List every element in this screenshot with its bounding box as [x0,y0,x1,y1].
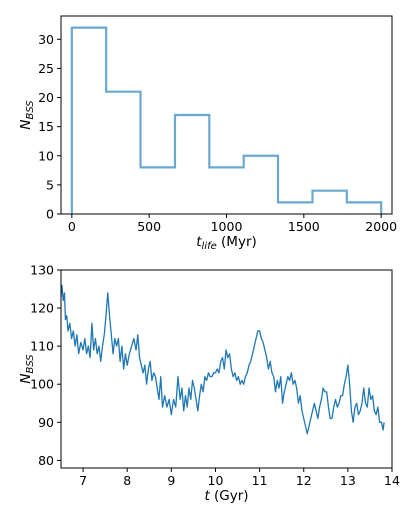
histogram-step-line [70,26,383,214]
plot-frame [60,15,393,215]
y-tick-label: 100 [30,377,54,392]
y-axis-label: NBSS [18,354,36,384]
y-tick-label: 120 [30,301,54,316]
x-axis-label: tlife (Myr) [196,234,257,252]
series-line [60,284,385,435]
y-tick-label: 110 [30,339,54,354]
y-tick-label: 130 [30,263,54,278]
y-tick-label: 90 [38,415,54,430]
x-tick-label: 1000 [211,219,243,234]
x-tick-label: 14 [384,473,400,488]
y-tick-label: 0 [46,207,54,222]
x-tick-label: 2000 [365,219,397,234]
x-tick-label: 0 [68,219,76,234]
x-tick-label: 1500 [288,219,320,234]
y-tick-label: 80 [38,453,54,468]
y-tick-label: 20 [38,90,54,105]
x-tick-label: 500 [137,219,161,234]
y-axis-label: NBSS [18,100,36,130]
x-tick-label: 12 [296,473,312,488]
x-tick-label: 8 [123,473,131,488]
plot-frame [60,269,393,469]
histogram-plot: 0 500 1000 1500 2000 0 5 10 15 20 25 30 tlife (Myr) N… [18,15,397,252]
x-tick-label: 11 [252,473,268,488]
y-tick-label: 25 [38,61,54,76]
x-axis-label: t (Gyr) [204,488,248,504]
y-tick-label: 30 [38,32,54,47]
x-tick-label: 13 [340,473,356,488]
line-plot: 7 8 9 10 11 12 13 14 80 90 100 110 120 130 t (Gyr) NBSS [18,263,400,505]
x-tick-label: 10 [208,473,224,488]
y-tick-label: 10 [38,148,54,163]
x-tick-label: 7 [79,473,87,488]
x-tick-label: 9 [167,473,175,488]
y-tick-label: 5 [46,177,54,192]
y-tick-label: 15 [38,119,54,134]
